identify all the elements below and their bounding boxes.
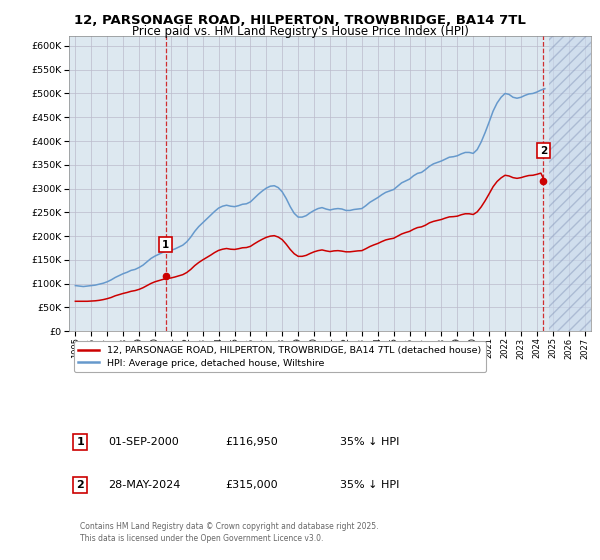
Legend: 12, PARSONAGE ROAD, HILPERTON, TROWBRIDGE, BA14 7TL (detached house), HPI: Avera: 12, PARSONAGE ROAD, HILPERTON, TROWBRIDG…: [74, 341, 486, 372]
Text: £116,950: £116,950: [226, 437, 278, 447]
Text: 35% ↓ HPI: 35% ↓ HPI: [340, 480, 400, 491]
Text: 2: 2: [540, 146, 547, 156]
Text: 1: 1: [77, 437, 85, 447]
Text: 12, PARSONAGE ROAD, HILPERTON, TROWBRIDGE, BA14 7TL: 12, PARSONAGE ROAD, HILPERTON, TROWBRIDG…: [74, 14, 526, 27]
Text: £315,000: £315,000: [226, 480, 278, 491]
Bar: [549, 36, 591, 331]
Text: Contains HM Land Registry data © Crown copyright and database right 2025.
This d: Contains HM Land Registry data © Crown c…: [80, 522, 379, 543]
Text: 01-SEP-2000: 01-SEP-2000: [108, 437, 179, 447]
Bar: [549, 36, 591, 331]
Text: 35% ↓ HPI: 35% ↓ HPI: [340, 437, 400, 447]
Text: 1: 1: [162, 240, 169, 250]
Text: 2: 2: [77, 480, 85, 491]
Text: Price paid vs. HM Land Registry's House Price Index (HPI): Price paid vs. HM Land Registry's House …: [131, 25, 469, 38]
Text: 28-MAY-2024: 28-MAY-2024: [108, 480, 181, 491]
